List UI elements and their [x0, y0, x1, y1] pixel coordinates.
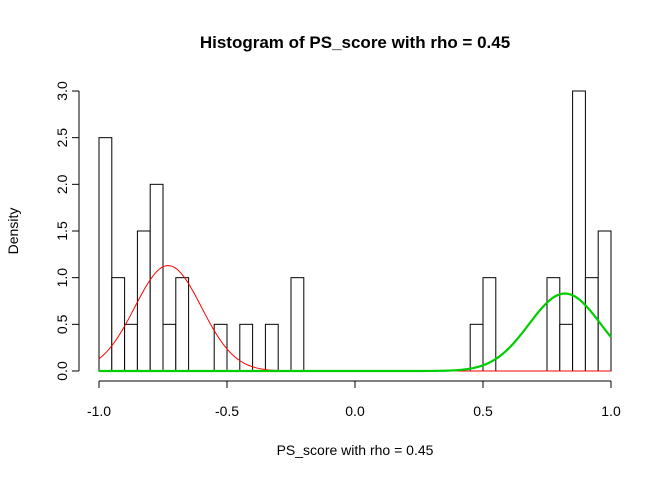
histogram-bar	[162, 323, 177, 372]
x-axis: -1.0 -0.5 0.0 0.5 1.0	[87, 380, 621, 419]
chart-title: Histogram of PS_score with rho = 0.45	[200, 33, 510, 52]
density-curves	[98, 265, 612, 373]
histogram-bars	[98, 90, 612, 372]
x-tick-label: -1.0	[87, 403, 111, 419]
histogram-bar	[124, 323, 138, 372]
histogram-bar	[213, 323, 228, 372]
histogram-bar	[469, 323, 484, 372]
histogram-bar	[111, 277, 126, 372]
histogram-bar	[175, 277, 190, 372]
y-tick-label: 2.0	[54, 174, 70, 194]
histogram-bar	[559, 323, 574, 372]
histogram-bar	[136, 230, 151, 372]
green-density-curve	[99, 292, 612, 373]
y-tick-label: 1.5	[54, 221, 70, 241]
histogram-bar	[597, 230, 612, 372]
histogram-bar	[584, 277, 599, 372]
x-tick-label: 0.5	[473, 403, 493, 419]
y-tick-label: 0.0	[54, 361, 70, 381]
histogram-bar	[482, 277, 497, 372]
x-tick-label: 0.0	[345, 403, 365, 419]
histogram-bar	[546, 277, 561, 372]
y-axis: 0.0 0.5 1.0 1.5 2.0 2.5 3.0	[54, 81, 80, 381]
y-axis-label: Density	[5, 208, 21, 255]
x-axis-label: PS_score with rho = 0.45	[277, 442, 434, 458]
histogram-bar	[264, 323, 279, 372]
histogram-bar	[290, 277, 305, 372]
x-tick-label: -0.5	[215, 403, 239, 419]
y-tick-label: 2.5	[54, 128, 70, 148]
x-tick-label: 1.0	[601, 403, 621, 419]
histogram-bar	[98, 137, 113, 372]
histogram-bar	[572, 90, 586, 372]
y-tick-label: 3.0	[54, 81, 70, 101]
y-tick-label: 1.0	[54, 268, 70, 288]
y-tick-label: 0.5	[54, 314, 70, 334]
